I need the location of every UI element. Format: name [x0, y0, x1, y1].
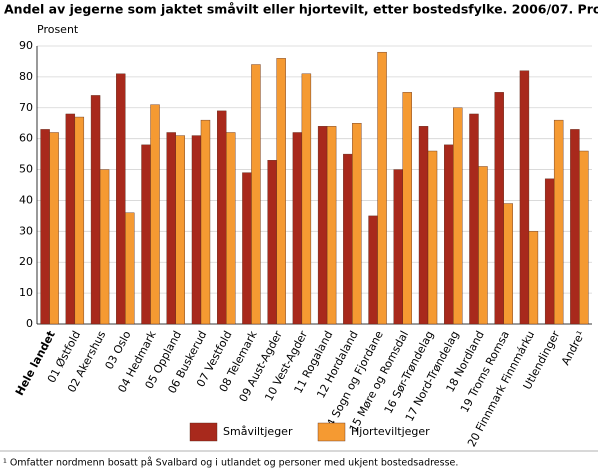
bar [326, 126, 337, 325]
bar [444, 144, 454, 325]
bar [503, 203, 513, 325]
bar [418, 126, 429, 325]
bar [141, 144, 151, 325]
bar [150, 104, 160, 325]
x-tick-label: Andre¹ [559, 329, 588, 368]
bar [191, 135, 202, 325]
y-tick-label: 90 [19, 39, 33, 52]
bar [528, 231, 539, 325]
bar [251, 64, 261, 325]
bar [427, 150, 438, 325]
chart-title: Andel av jegerne som jaktet småvilt elle… [4, 2, 598, 17]
legend-label: Småviltjeger [223, 425, 293, 438]
bar [301, 73, 312, 325]
bar [125, 212, 135, 325]
bar [226, 132, 236, 325]
bar [469, 113, 479, 325]
footnote: ¹ Omfatter nordmenn bosatt på Svalbard o… [3, 458, 458, 469]
bar [453, 107, 463, 325]
bar [217, 110, 227, 325]
bar [166, 132, 176, 325]
bar [40, 129, 50, 325]
bar [494, 92, 504, 325]
bar [317, 126, 328, 325]
bar [292, 132, 303, 325]
y-tick-label: 20 [19, 255, 33, 268]
bar [74, 116, 85, 325]
y-tick-label: 0 [26, 317, 33, 330]
bar [519, 70, 530, 325]
x-tick-label: Hele landet [13, 329, 58, 398]
bar [65, 113, 76, 325]
y-tick-label: 70 [19, 101, 33, 114]
y-tick-label: 40 [19, 193, 33, 206]
legend-swatch [189, 422, 218, 442]
bar [200, 119, 211, 325]
bar [343, 153, 353, 325]
bar [175, 135, 185, 325]
y-tick-label: 80 [19, 70, 33, 83]
bar [90, 95, 101, 325]
y-tick-label: 60 [19, 132, 33, 145]
bar [377, 51, 387, 325]
y-tick-label: 10 [19, 286, 33, 299]
bar [570, 129, 580, 325]
y-tick-label: 30 [19, 224, 33, 237]
bar [553, 119, 564, 325]
bar [267, 160, 277, 325]
bar [116, 73, 126, 325]
bar [368, 215, 378, 325]
bar [49, 132, 59, 325]
bar [99, 169, 110, 325]
legend-swatch [317, 422, 346, 442]
bar [242, 172, 252, 325]
bar [402, 92, 412, 325]
bar [393, 169, 403, 325]
legend-label: Hjorteviltjeger [351, 425, 430, 438]
y-tick-label: 50 [19, 163, 33, 176]
bar [352, 123, 362, 325]
y-axis-label: Prosent [37, 23, 79, 36]
bar [276, 58, 286, 325]
bar [544, 178, 555, 325]
bar [579, 150, 589, 325]
bar [478, 166, 488, 325]
